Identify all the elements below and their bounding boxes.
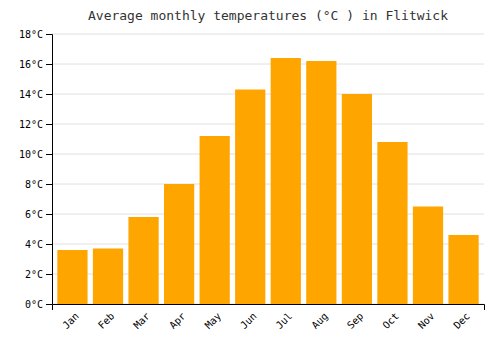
tick-label: 0°C [25, 299, 43, 310]
tick-label: 12°C [19, 119, 43, 130]
tick-label: Nov [416, 310, 437, 331]
tick: Mar [131, 310, 152, 331]
tick-mark [46, 154, 52, 155]
tick-mark [46, 184, 52, 185]
axis-line [53, 305, 485, 311]
tick: 16°C [19, 59, 52, 70]
tick: 2°C [25, 269, 52, 280]
chart-svg: 0°C 2°C 4°C 6°C 8°C 10°C 12°C 14°C 16°C 18°C Jan Fe… [0, 0, 500, 350]
tick-label: Feb [96, 310, 117, 331]
tick-label: 6°C [25, 209, 43, 220]
bar [128, 217, 158, 304]
tick-label: Jan [60, 310, 81, 331]
tick: Dec [451, 310, 472, 331]
tick-label: 16°C [19, 59, 43, 70]
bar [448, 235, 478, 304]
tick-label: Jul [274, 310, 295, 331]
bar [377, 142, 407, 304]
tick-label: Jun [238, 310, 259, 331]
tick: Aug [309, 310, 330, 331]
tick-label: Apr [167, 310, 188, 331]
tick-label: Oct [380, 310, 401, 331]
tick: May [203, 310, 224, 331]
tick: 6°C [25, 209, 52, 220]
tick: 18°C [19, 29, 52, 40]
tick-label: Sep [345, 310, 366, 331]
bar [164, 184, 194, 304]
tick-label: 2°C [25, 269, 43, 280]
tick: Feb [96, 310, 117, 331]
tick-mark [46, 64, 52, 65]
tick-label: Mar [131, 310, 152, 331]
axis-line [46, 35, 53, 305]
tick-mark [46, 94, 52, 95]
tick: 8°C [25, 179, 52, 190]
tick-mark [46, 304, 52, 305]
bar [413, 207, 443, 305]
bar [306, 61, 336, 304]
grid-line [52, 64, 484, 65]
tick-label: May [203, 310, 224, 331]
tick: 4°C [25, 239, 52, 250]
tick-label: Dec [451, 310, 472, 331]
bar [93, 249, 123, 305]
tick-mark [46, 124, 52, 125]
bar [57, 250, 87, 304]
bar [200, 136, 230, 304]
tick-mark [46, 274, 52, 275]
grid-line [52, 124, 484, 125]
tick: 0°C [25, 299, 52, 310]
tick-mark [46, 244, 52, 245]
grid-line [52, 184, 484, 185]
tick: Nov [416, 310, 437, 331]
y-axis: 0°C 2°C 4°C 6°C 8°C 10°C 12°C 14°C 16°C 18°C [19, 29, 53, 310]
tick-label: 10°C [19, 149, 43, 160]
tick-label: 4°C [25, 239, 43, 250]
bar [271, 58, 301, 304]
grid-line [52, 94, 484, 95]
tick: Apr [167, 310, 188, 331]
plot-area: 0°C 2°C 4°C 6°C 8°C 10°C 12°C 14°C 16°C 18°C Jan Fe… [19, 29, 485, 331]
tick-label: 8°C [25, 179, 43, 190]
tick: Sep [345, 310, 366, 331]
tick: Jan [60, 310, 81, 331]
bar [235, 90, 265, 305]
bar [342, 94, 372, 304]
grid-line [52, 154, 484, 155]
tick: 10°C [19, 149, 52, 160]
bars [57, 58, 478, 304]
tick-label: 18°C [19, 29, 43, 40]
tick-mark [46, 214, 52, 215]
tick: Jun [238, 310, 259, 331]
tick: 12°C [19, 119, 52, 130]
tick-label: 14°C [19, 89, 43, 100]
tick-label: Aug [309, 310, 330, 331]
grid-line [52, 34, 484, 35]
tick-mark [46, 34, 52, 35]
x-axis: Jan Feb Mar Apr May Jun Jul Aug Sep Oct Nov Dec [53, 305, 485, 331]
tick: Jul [274, 310, 295, 331]
chart-container: 0°C 2°C 4°C 6°C 8°C 10°C 12°C 14°C 16°C 18°C Jan Fe… [0, 0, 500, 350]
title: Average monthly temperatures (°C ) in Fl… [88, 8, 448, 23]
tick: 14°C [19, 89, 52, 100]
grid [52, 34, 484, 304]
tick: Oct [380, 310, 401, 331]
